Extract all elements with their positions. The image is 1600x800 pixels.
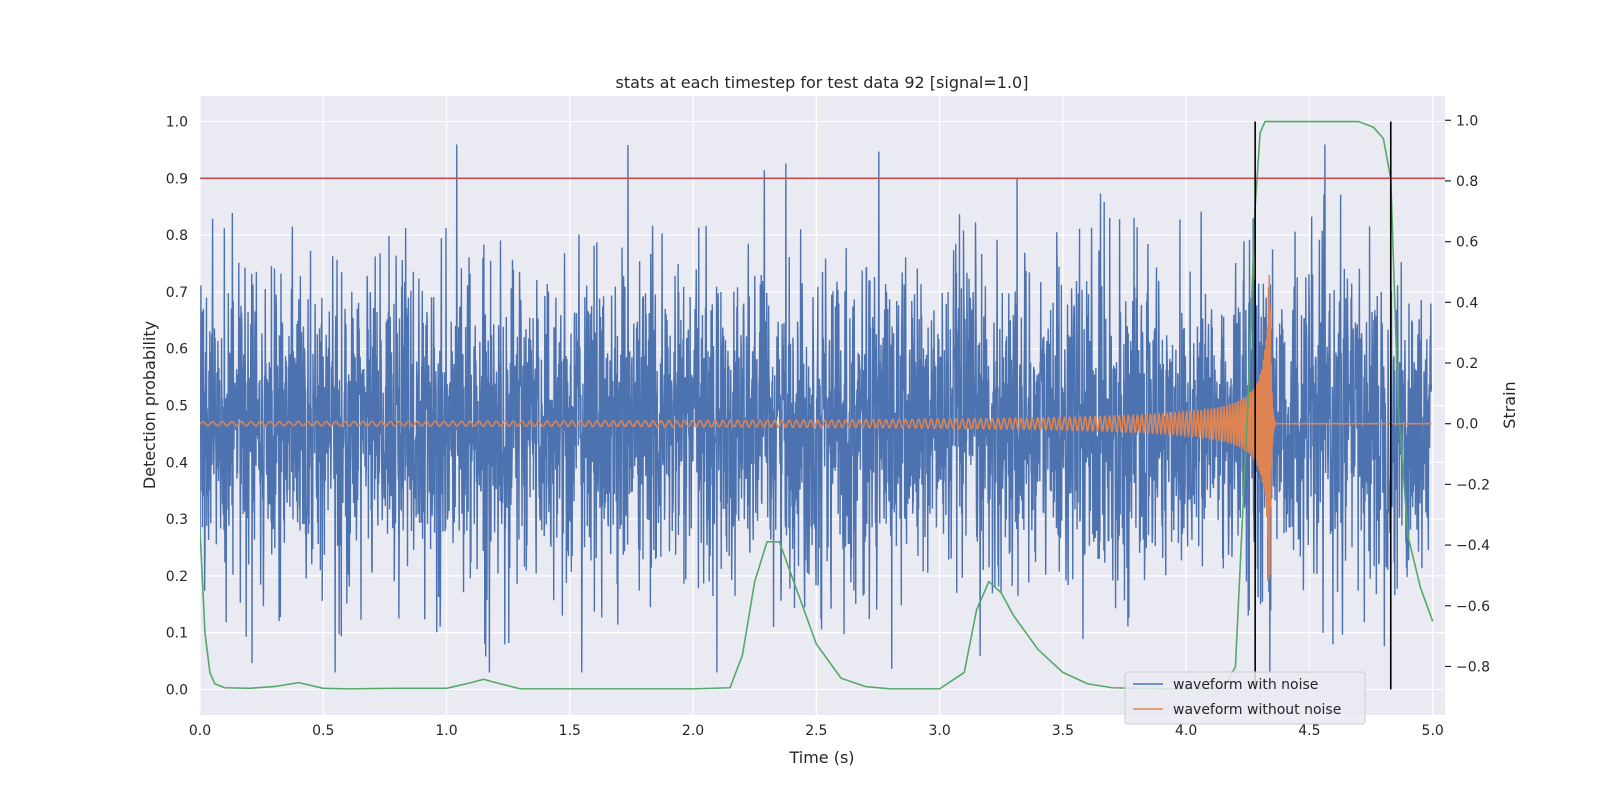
y-left-tick-label: 0.4	[166, 455, 188, 471]
y-right-tick-label: 0.6	[1456, 235, 1478, 251]
y-left-tick-label: 1.0	[166, 115, 188, 131]
series-waveform-without-noise	[200, 275, 1432, 581]
y-left-tick-label: 0.0	[166, 682, 188, 698]
y-right-tick-label: −0.6	[1456, 599, 1490, 615]
y-right-tick-label: 0.0	[1456, 417, 1478, 433]
y-left-tick-label: 0.2	[166, 569, 188, 585]
y-right-tick-label: −0.2	[1456, 477, 1490, 493]
y-left-tick-label: 0.5	[166, 399, 188, 415]
x-tick-label: 1.5	[559, 723, 581, 739]
y-left-tick-label: 0.1	[166, 626, 188, 642]
y-right-tick-label: −0.8	[1456, 659, 1490, 675]
legend-box	[1124, 671, 1366, 725]
legend-label-clean: waveform without noise	[1173, 702, 1341, 718]
x-axis-label: Time (s)	[788, 748, 854, 767]
x-tick-label: 5.0	[1422, 723, 1444, 739]
x-tick-label: 0.0	[189, 723, 211, 739]
x-tick-label: 2.0	[682, 723, 704, 739]
y-left-tick-label: 0.6	[166, 342, 188, 358]
x-tick-label: 3.5	[1052, 723, 1074, 739]
chart-title: stats at each timestep for test data 92 …	[616, 73, 1029, 92]
y-right-tick-label: −0.4	[1456, 538, 1490, 554]
legend: waveform with noise waveform without noi…	[1124, 671, 1366, 725]
y-axis-label-left: Detection probability	[140, 321, 159, 489]
y-left-tick-label: 0.9	[166, 171, 188, 187]
x-tick-label: 3.0	[928, 723, 950, 739]
y-right-tick-label: 0.8	[1456, 174, 1478, 190]
y-right-tick-label: 0.2	[1456, 356, 1478, 372]
series-layer	[200, 120, 1434, 690]
x-tick-label: 2.5	[805, 723, 827, 739]
x-tick-label: 4.5	[1298, 723, 1320, 739]
markers-layer	[200, 121, 1445, 690]
y-left-tick-label: 0.7	[166, 285, 188, 301]
x-tick-label: 1.0	[435, 723, 457, 739]
y-left-tick-label: 0.3	[166, 512, 188, 528]
y-right-tick-label: 1.0	[1456, 113, 1478, 129]
y-axis-label-right: Strain	[1500, 381, 1519, 428]
x-tick-label: 4.0	[1175, 723, 1197, 739]
legend-label-noise: waveform with noise	[1173, 677, 1318, 693]
series-detection-probability	[200, 120, 1434, 690]
ticks-layer: 0.0 0.5 1.0 1.5 2.0 2.5 3.0 3.5 4.0 4.5 5.0 0.0 0.1 0…	[166, 113, 1490, 739]
y-left-tick-label: 0.8	[166, 228, 188, 244]
x-tick-label: 0.5	[312, 723, 334, 739]
y-right-tick-label: 0.4	[1456, 295, 1478, 311]
